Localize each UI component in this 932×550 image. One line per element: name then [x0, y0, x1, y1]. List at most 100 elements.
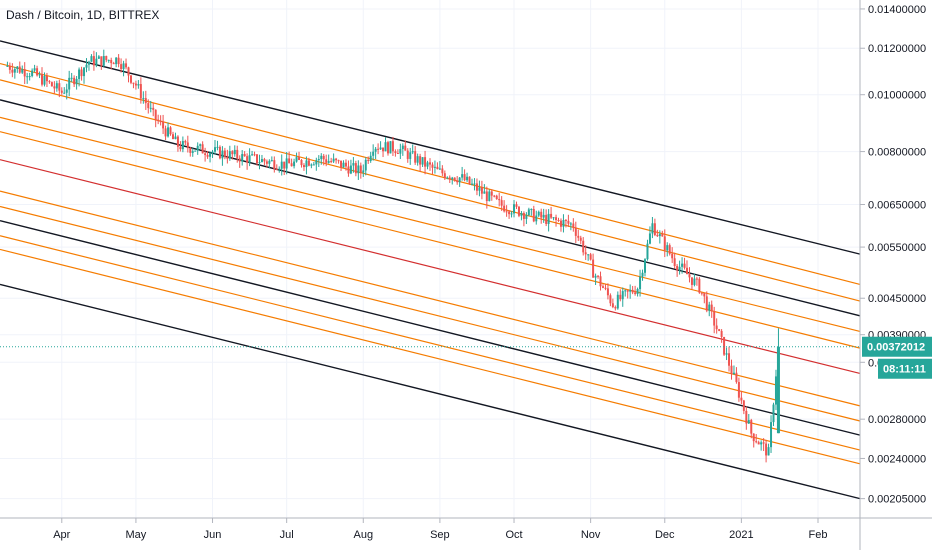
- candle-body: [525, 215, 528, 219]
- candle-body: [577, 235, 580, 238]
- candle-body: [433, 166, 436, 168]
- candle-body: [209, 153, 212, 157]
- candle-body: [772, 404, 775, 423]
- candle-body: [386, 142, 389, 154]
- candle-body: [532, 208, 535, 222]
- candle-body: [11, 69, 14, 73]
- candle-body: [515, 204, 518, 207]
- candle-body: [154, 109, 157, 120]
- channel-line-fib[interactable]: [0, 235, 861, 451]
- candle-body: [517, 206, 520, 216]
- candle-body: [557, 219, 560, 221]
- candle-body: [246, 156, 249, 163]
- candle-body: [597, 275, 600, 277]
- candle-body: [688, 274, 691, 278]
- candle-body: [728, 353, 731, 366]
- candle-body: [28, 76, 31, 78]
- candle-body: [253, 154, 256, 156]
- candle-body: [78, 69, 81, 79]
- candle-body: [107, 59, 110, 61]
- candle-body: [382, 147, 385, 152]
- candle-body: [683, 263, 686, 268]
- candle-body: [75, 78, 78, 85]
- candle-body: [196, 145, 199, 151]
- candle-body: [115, 57, 118, 65]
- candle-body: [283, 161, 286, 169]
- candle-body: [73, 77, 76, 85]
- candle-body: [409, 152, 412, 159]
- channel-line-fib[interactable]: [0, 116, 861, 333]
- candle-body: [238, 158, 241, 162]
- channel-line-fib[interactable]: [0, 62, 861, 286]
- candle-body: [312, 164, 315, 166]
- candle-body: [372, 151, 375, 156]
- candle-body: [485, 191, 488, 202]
- candle-body: [555, 217, 558, 220]
- candle-body: [211, 151, 214, 154]
- candle-body: [639, 276, 642, 290]
- candle-body: [157, 119, 160, 122]
- candle-body: [747, 420, 750, 424]
- channel-line-fib[interactable]: [0, 205, 861, 422]
- channel-line-mid[interactable]: [0, 159, 861, 375]
- last-price-tag: [862, 336, 932, 357]
- candle-body: [181, 141, 184, 150]
- candle-body: [317, 159, 320, 161]
- candle-body: [134, 83, 137, 86]
- channel-line-fib[interactable]: [0, 248, 861, 465]
- candle-body: [720, 330, 723, 337]
- candle-body: [673, 258, 676, 267]
- candle-body: [656, 235, 659, 237]
- candle-body: [149, 107, 152, 109]
- candle-body: [589, 254, 592, 260]
- candle-body: [90, 56, 93, 62]
- candle-body: [614, 307, 617, 309]
- candle-body: [668, 245, 671, 254]
- candle-body: [354, 163, 357, 174]
- candle-body: [92, 56, 95, 66]
- candle-body: [634, 292, 637, 294]
- candle-body: [710, 304, 713, 312]
- candle-body: [429, 162, 431, 165]
- candle-body: [367, 159, 370, 162]
- candle-body: [307, 160, 310, 166]
- candle-body: [204, 153, 207, 156]
- channel-line-outer[interactable]: [0, 283, 861, 500]
- channel-line-outer[interactable]: [0, 99, 861, 317]
- candle-body: [730, 365, 733, 374]
- candle-body: [122, 63, 125, 70]
- candle-body: [466, 176, 469, 181]
- channel-line-outer[interactable]: [0, 220, 861, 436]
- candle-body: [564, 220, 567, 222]
- candle-body: [342, 162, 345, 168]
- candle-body: [681, 263, 684, 267]
- candle-body: [117, 57, 120, 65]
- candle-body: [483, 191, 486, 194]
- candle-body: [362, 170, 365, 173]
- candle-body: [26, 76, 29, 78]
- channel-line-fib[interactable]: [0, 190, 861, 407]
- candle-body: [43, 75, 46, 85]
- candle-body: [159, 121, 162, 123]
- candle-body: [120, 64, 123, 70]
- candle-body: [189, 148, 192, 153]
- candle-body: [137, 84, 140, 86]
- candle-body: [268, 160, 271, 164]
- price-tick-label: 0.00205000: [868, 494, 926, 506]
- price-tick-label: 0.01400000: [868, 4, 926, 16]
- candle-body: [320, 155, 323, 160]
- candle-body: [774, 376, 777, 405]
- candle-body: [369, 155, 372, 162]
- candle-body: [698, 278, 701, 293]
- candle-body: [241, 154, 244, 162]
- candle-body: [473, 183, 476, 185]
- candle-body: [495, 195, 498, 199]
- channel-line-fib[interactable]: [0, 131, 861, 349]
- channel-line-outer[interactable]: [0, 40, 861, 255]
- channel-line-fib[interactable]: [0, 79, 861, 302]
- candle-body: [293, 161, 296, 167]
- candle-body: [624, 290, 627, 292]
- candle-body: [609, 295, 612, 304]
- candle-body: [537, 211, 540, 216]
